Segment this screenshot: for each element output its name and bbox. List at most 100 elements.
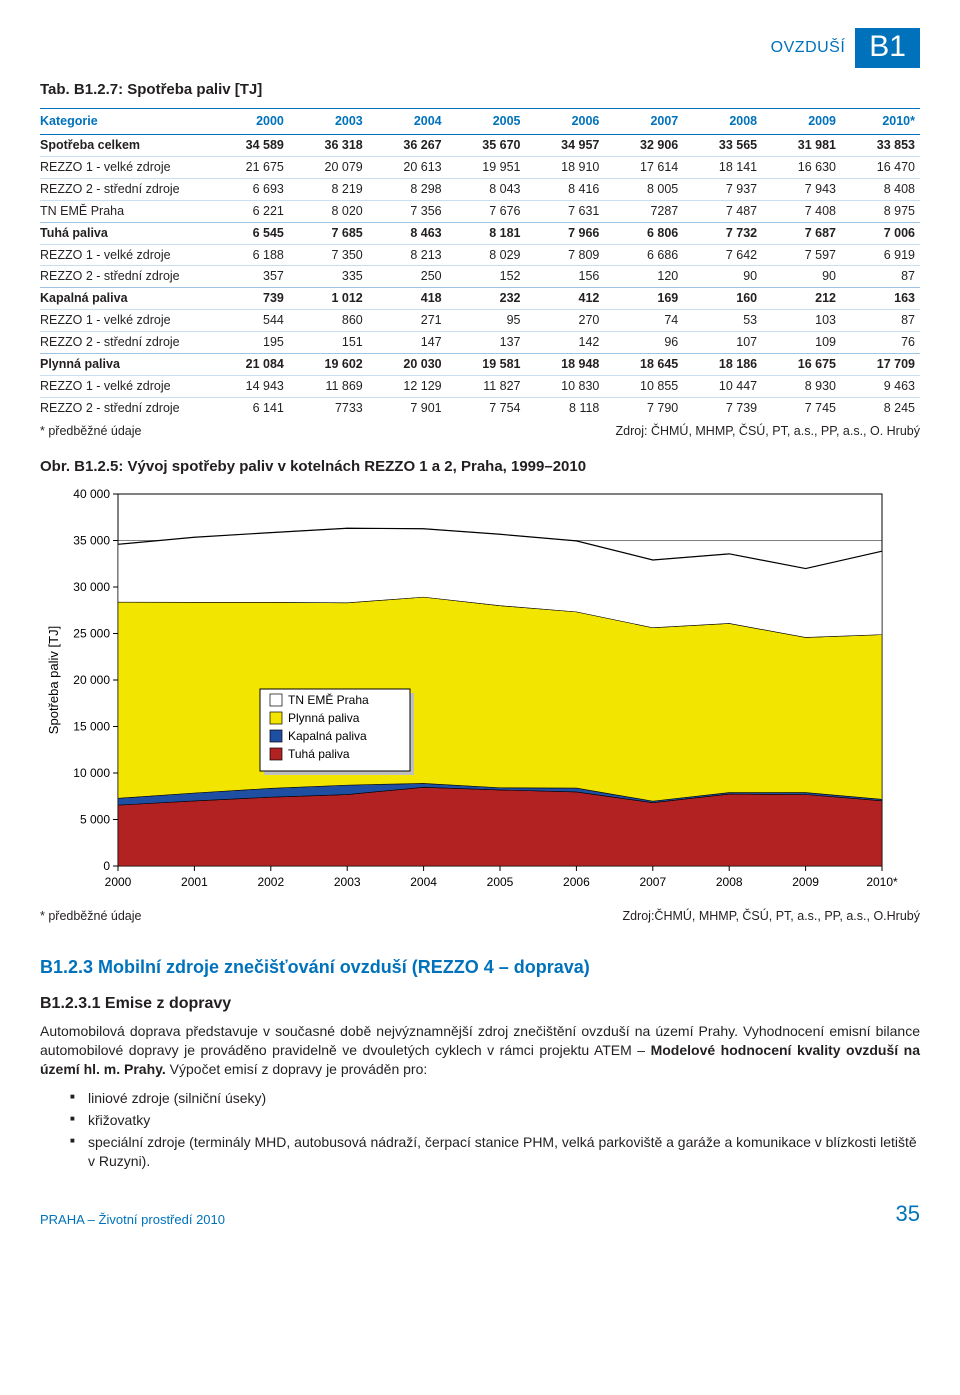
cell-value: 7 739 <box>683 397 762 418</box>
cell-value: 9 463 <box>841 375 920 397</box>
row-label: REZZO 1 - velké zdroje <box>40 310 210 332</box>
col-header-year: 2003 <box>289 109 368 135</box>
cell-value: 16 630 <box>762 157 841 179</box>
section-heading: B1.2.3 Mobilní zdroje znečišťování ovzdu… <box>40 955 920 979</box>
table-row: REZZO 1 - velké zdroje21 67520 07920 613… <box>40 157 920 179</box>
row-label: TN EMĚ Praha <box>40 200 210 222</box>
cell-value: 20 079 <box>289 157 368 179</box>
para1-b: Výpočet emisí z dopravy je prováděn pro: <box>166 1061 427 1077</box>
cell-value: 6 686 <box>604 244 683 266</box>
table-row: REZZO 2 - střední zdroje3573352501521561… <box>40 266 920 288</box>
col-header-year: 2010* <box>841 109 920 135</box>
table-row: REZZO 2 - střední zdroje6 6938 2198 2988… <box>40 178 920 200</box>
cell-value: 11 827 <box>447 375 526 397</box>
cell-value: 7 809 <box>526 244 605 266</box>
table-row: REZZO 2 - střední zdroje1951511471371429… <box>40 332 920 354</box>
svg-text:2005: 2005 <box>487 875 514 889</box>
cell-value: 120 <box>604 266 683 288</box>
cell-value: 6 221 <box>210 200 289 222</box>
cell-value: 90 <box>683 266 762 288</box>
cell-value: 87 <box>841 310 920 332</box>
list-item: speciální zdroje (terminály MHD, autobus… <box>88 1133 920 1171</box>
cell-value: 250 <box>368 266 447 288</box>
cell-value: 212 <box>762 288 841 310</box>
cell-value: 18 141 <box>683 157 762 179</box>
row-label: REZZO 1 - velké zdroje <box>40 157 210 179</box>
cell-value: 8 043 <box>447 178 526 200</box>
section-label: OVZDUŠÍ <box>771 37 846 59</box>
cell-value: 6 919 <box>841 244 920 266</box>
cell-value: 156 <box>526 266 605 288</box>
cell-value: 17 709 <box>841 353 920 375</box>
svg-text:2006: 2006 <box>563 875 590 889</box>
table-row: REZZO 1 - velké zdroje6 1887 3508 2138 0… <box>40 244 920 266</box>
table-row: REZZO 1 - velké zdroje14 94311 86912 129… <box>40 375 920 397</box>
row-label: Spotřeba celkem <box>40 135 210 157</box>
table-footnote-left: * předběžné údaje <box>40 423 141 440</box>
stacked-area-chart: 05 00010 00015 00020 00025 00030 00035 0… <box>40 484 920 904</box>
svg-text:2010*: 2010* <box>866 875 898 889</box>
fuel-table: Kategorie2000200320042005200620072008200… <box>40 108 920 418</box>
table-row: Plynná paliva21 08419 60220 03019 58118 … <box>40 353 920 375</box>
cell-value: 35 670 <box>447 135 526 157</box>
figure-footnote: * předběžné údaje Zdroj:ČHMÚ, MHMP, ČSÚ,… <box>40 908 920 925</box>
bullet-list: liniové zdroje (silniční úseky)křižovatk… <box>40 1089 920 1171</box>
cell-value: 19 951 <box>447 157 526 179</box>
cell-value: 36 318 <box>289 135 368 157</box>
cell-value: 18 948 <box>526 353 605 375</box>
cell-value: 270 <box>526 310 605 332</box>
col-header-year: 2006 <box>526 109 605 135</box>
list-item: křižovatky <box>88 1111 920 1130</box>
cell-value: 18 910 <box>526 157 605 179</box>
cell-value: 10 830 <box>526 375 605 397</box>
cell-value: 109 <box>762 332 841 354</box>
cell-value: 33 853 <box>841 135 920 157</box>
cell-value: 21 675 <box>210 157 289 179</box>
cell-value: 11 869 <box>289 375 368 397</box>
figure-footnote-right: Zdroj:ČHMÚ, MHMP, ČSÚ, PT, a.s., PP, a.s… <box>622 908 920 925</box>
cell-value: 7 597 <box>762 244 841 266</box>
cell-value: 7 745 <box>762 397 841 418</box>
cell-value: 96 <box>604 332 683 354</box>
col-header-year: 2008 <box>683 109 762 135</box>
table-footnote-right: Zdroj: ČHMÚ, MHMP, ČSÚ, PT, a.s., PP, a.… <box>616 423 920 440</box>
cell-value: 335 <box>289 266 368 288</box>
cell-value: 1 012 <box>289 288 368 310</box>
cell-value: 6 545 <box>210 222 289 244</box>
cell-value: 7 642 <box>683 244 762 266</box>
row-label: REZZO 2 - střední zdroje <box>40 332 210 354</box>
cell-value: 7 631 <box>526 200 605 222</box>
row-label: Tuhá paliva <box>40 222 210 244</box>
table-row: REZZO 2 - střední zdroje6 14177337 9017 … <box>40 397 920 418</box>
row-label: REZZO 2 - střední zdroje <box>40 397 210 418</box>
cell-value: 8 118 <box>526 397 605 418</box>
cell-value: 8 219 <box>289 178 368 200</box>
row-label: REZZO 1 - velké zdroje <box>40 375 210 397</box>
cell-value: 33 565 <box>683 135 762 157</box>
svg-text:10 000: 10 000 <box>73 766 110 780</box>
col-header-year: 2009 <box>762 109 841 135</box>
svg-text:2003: 2003 <box>334 875 361 889</box>
cell-value: 20 030 <box>368 353 447 375</box>
row-label: REZZO 2 - střední zdroje <box>40 266 210 288</box>
cell-value: 17 614 <box>604 157 683 179</box>
cell-value: 6 806 <box>604 222 683 244</box>
cell-value: 7 943 <box>762 178 841 200</box>
paragraph-emissions: Automobilová doprava představuje v souča… <box>40 1022 920 1079</box>
cell-value: 90 <box>762 266 841 288</box>
cell-value: 74 <box>604 310 683 332</box>
cell-value: 739 <box>210 288 289 310</box>
svg-text:15 000: 15 000 <box>73 719 110 733</box>
svg-text:Plynná paliva: Plynná paliva <box>288 711 360 725</box>
cell-value: 137 <box>447 332 526 354</box>
table-footnote: * předběžné údaje Zdroj: ČHMÚ, MHMP, ČSÚ… <box>40 423 920 440</box>
cell-value: 8 298 <box>368 178 447 200</box>
cell-value: 7 356 <box>368 200 447 222</box>
cell-value: 103 <box>762 310 841 332</box>
svg-text:TN EMĚ Praha: TN EMĚ Praha <box>288 692 369 707</box>
cell-value: 6 141 <box>210 397 289 418</box>
svg-text:2001: 2001 <box>181 875 208 889</box>
cell-value: 31 981 <box>762 135 841 157</box>
row-label: Kapalná paliva <box>40 288 210 310</box>
col-header-year: 2000 <box>210 109 289 135</box>
